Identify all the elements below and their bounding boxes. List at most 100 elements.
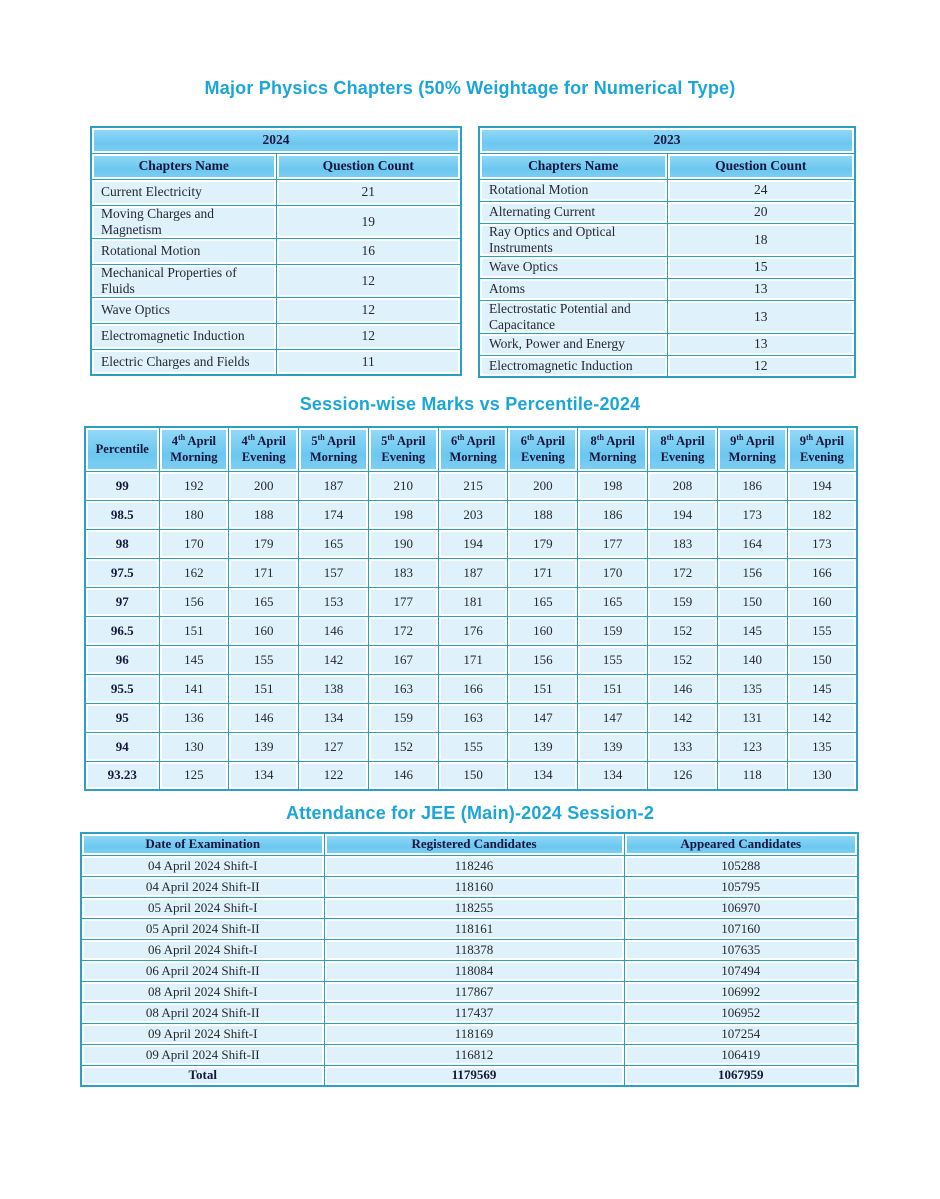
section1-title: Major Physics Chapters (50% Weightage fo… <box>204 78 736 98</box>
column-header-month: April <box>603 434 635 448</box>
year-header-row: 2024 <box>90 126 462 154</box>
marks-cell: 174 <box>298 499 369 530</box>
percentile-header: Percentile <box>84 426 160 472</box>
column-header-session: Evening <box>381 450 426 465</box>
percentile-cell: 95 <box>84 702 160 733</box>
appeared-cell: 106970 <box>623 896 859 919</box>
date-cell: 05 April 2024 Shift-I <box>80 896 325 919</box>
marks-cell: 215 <box>437 470 509 501</box>
marks-cell: 151 <box>158 615 230 646</box>
column-header-ordinal-suffix: th <box>596 432 604 442</box>
registered-cell: 118378 <box>323 938 625 961</box>
column-header-day: 9 <box>799 434 806 448</box>
registered-cell: 117437 <box>323 1001 625 1024</box>
session-column-header: 9th April Evening <box>786 426 858 472</box>
total-registered-cell: 1179569 <box>323 1064 625 1087</box>
registered-cell: 116812 <box>323 1043 625 1066</box>
marks-cell: 162 <box>158 557 230 588</box>
table-row: 06 April 2024 Shift-I 118378 107635 <box>80 938 859 961</box>
table-row: 95.5 141 151 138 163 166 151 151 146 135 145 <box>84 673 858 704</box>
marks-cell: 188 <box>228 499 300 530</box>
marks-cell: 136 <box>158 702 230 733</box>
marks-cell: 187 <box>437 557 509 588</box>
marks-cell: 187 <box>298 470 369 501</box>
column-header-session: Morning <box>589 450 637 465</box>
marks-cell: 176 <box>437 615 509 646</box>
percentile-cell: 98.5 <box>84 499 160 530</box>
marks-cell: 145 <box>158 644 230 675</box>
marks-cell: 140 <box>716 644 788 675</box>
table-row: 96.5 151 160 146 172 176 160 159 152 145 155 <box>84 615 858 646</box>
attendance-table: Date of Examination Registered Candidates… <box>80 832 859 1087</box>
table-row: 94 130 139 127 152 155 139 139 133 123 135 <box>84 731 858 762</box>
column-header-session: Morning <box>309 450 358 465</box>
marks-cell: 152 <box>647 644 718 675</box>
session-column-header: 5th April Evening <box>367 426 439 472</box>
marks-cell: 139 <box>228 731 300 762</box>
marks-cell: 194 <box>786 470 858 501</box>
column-header-ordinal-suffix: th <box>457 432 465 442</box>
marks-cell: 125 <box>158 760 230 791</box>
marks-cell: 198 <box>367 499 439 530</box>
marks-cell: 194 <box>647 499 718 530</box>
date-cell: 08 April 2024 Shift-II <box>80 1001 325 1024</box>
session-column-header: 4th April Morning <box>158 426 230 472</box>
question-count-cell: 15 <box>666 255 856 279</box>
question-count-cell: 12 <box>275 322 462 350</box>
marks-cell: 180 <box>158 499 230 530</box>
table-row: 97 156 165 153 177 181 165 165 159 150 160 <box>84 586 858 617</box>
date-cell: 09 April 2024 Shift-II <box>80 1043 325 1066</box>
total-row: Total 1179569 1067959 <box>80 1064 859 1087</box>
marks-cell: 192 <box>158 470 230 501</box>
marks-cell: 155 <box>577 644 649 675</box>
marks-cell: 163 <box>437 702 509 733</box>
chapter-name-cell: Wave Optics <box>478 255 668 279</box>
percentile-cell: 99 <box>84 470 160 501</box>
marks-cell: 134 <box>577 760 649 791</box>
marks-cell: 139 <box>577 731 649 762</box>
marks-cell: 159 <box>367 702 439 733</box>
marks-cell: 173 <box>786 528 858 559</box>
appeared-cell: 105795 <box>623 875 859 898</box>
marks-cell: 146 <box>647 673 718 704</box>
column-header-session: Evening <box>241 450 286 465</box>
appeared-cell: 106952 <box>623 1001 859 1024</box>
chapters-table-2024: 2024 Chapters Name Question Count Current E… <box>90 126 462 376</box>
marks-cell: 135 <box>716 673 788 704</box>
column-header-month: April <box>394 434 426 448</box>
column-header-session: Morning <box>449 450 497 465</box>
marks-cell: 146 <box>298 615 369 646</box>
marks-cell: 142 <box>647 702 718 733</box>
date-cell: 06 April 2024 Shift-I <box>80 938 325 961</box>
question-count-cell: 24 <box>666 178 856 202</box>
marks-cell: 134 <box>298 702 369 733</box>
column-header-row: Chapters Name Question Count <box>478 152 856 180</box>
chapter-name-cell: Wave Optics <box>90 296 277 324</box>
marks-cell: 200 <box>228 470 300 501</box>
date-cell: 04 April 2024 Shift-II <box>80 875 325 898</box>
marks-cell: 131 <box>716 702 788 733</box>
registered-cell: 118084 <box>323 959 625 982</box>
marks-cell: 150 <box>786 644 858 675</box>
column-header-day: 4 <box>241 434 248 448</box>
table-row: Current Electricity 21 <box>90 178 462 206</box>
question-count-cell: 13 <box>666 332 856 356</box>
table-row: 95 136 146 134 159 163 147 147 142 131 142 <box>84 702 858 733</box>
table-row: Work, Power and Energy 13 <box>478 332 856 356</box>
marks-cell: 186 <box>716 470 788 501</box>
column-header-row: Chapters Name Question Count <box>90 152 462 180</box>
marks-cell: 179 <box>507 528 579 559</box>
marks-cell: 160 <box>228 615 300 646</box>
column-header-month: April <box>534 434 566 448</box>
column-header-month: April <box>324 434 356 448</box>
column-header-row: Percentile 4th April Morning 4 th April Eveni… <box>84 426 858 472</box>
marks-cell: 145 <box>716 615 788 646</box>
marks-cell: 165 <box>577 586 649 617</box>
session-column-header: 5th April Morning <box>298 426 369 472</box>
marks-cell: 165 <box>507 586 579 617</box>
session-column-header: 8th April Morning <box>577 426 649 472</box>
table-row: Ray Optics and Optical Instruments 18 <box>478 222 856 257</box>
marks-cell: 208 <box>647 470 718 501</box>
marks-cell: 163 <box>367 673 439 704</box>
